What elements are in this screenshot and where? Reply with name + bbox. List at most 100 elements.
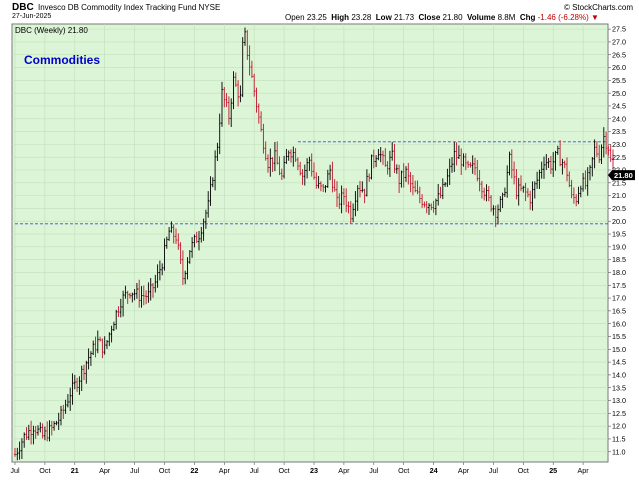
ohlc-bar	[133, 289, 136, 301]
ohlc-bar	[607, 145, 610, 156]
ohlc-bar	[94, 336, 97, 358]
ohlc-bar	[248, 45, 251, 76]
ohlc-bar	[455, 142, 458, 166]
ohlc-bar	[147, 282, 150, 303]
y-tick-label: 19.5	[612, 230, 626, 239]
ohlc-bar	[313, 162, 315, 180]
ohlc-bar	[517, 177, 520, 206]
ohlc-bar	[122, 290, 125, 317]
ohlc-bar	[96, 330, 99, 354]
ohlc-bar	[506, 165, 509, 198]
ohlc-bar	[464, 153, 467, 171]
ohlc-bar	[416, 180, 419, 195]
ohlc-bar	[149, 277, 152, 301]
ohlc-bar	[342, 188, 345, 206]
ohlc-bar	[460, 148, 463, 175]
ohlc-bar	[158, 260, 161, 281]
ohlc-bar	[446, 168, 449, 187]
ohlc-bar	[280, 168, 283, 180]
ohlc-bar	[545, 154, 548, 170]
symbol[interactable]: DBC	[12, 2, 34, 13]
ohlc-bar	[497, 204, 499, 225]
ohlc-bar	[566, 157, 568, 182]
ohlc-bar	[39, 422, 42, 433]
ohlc-bar	[352, 203, 355, 223]
ohlc-bar	[354, 191, 357, 217]
ohlc-bar	[476, 159, 479, 182]
ohlc-bar	[218, 113, 221, 155]
ohlc-bar	[115, 309, 118, 330]
ohlc-bar	[225, 93, 228, 107]
ohlc-bar	[253, 73, 256, 97]
x-axis: Jul Oct 21 Apr Jul Oct 22 Apr Jul Oct 23 Apr Jul Oct 2…	[10, 462, 589, 475]
chart-date: 27-Jun-2025	[12, 13, 52, 20]
ohlc-bar	[409, 171, 412, 193]
ohlc-bar	[494, 205, 497, 228]
y-tick-label: 22.0	[612, 166, 626, 175]
ohlc-bar	[66, 394, 69, 408]
ohlc-bar	[269, 148, 272, 177]
ohlc-bar	[204, 209, 207, 229]
ohlc-bar	[418, 186, 421, 204]
ohlc-bar	[168, 227, 171, 241]
y-tick-label: 17.0	[612, 294, 626, 303]
ohlc-bar	[53, 421, 56, 431]
ohlc-bar	[20, 438, 23, 460]
ohlc-bar	[292, 146, 295, 167]
ohlc-bar	[582, 172, 585, 192]
ohlc-bar	[377, 149, 380, 161]
ohlc-bar	[99, 336, 102, 342]
ohlc-bar	[453, 142, 456, 172]
ohlc-bar	[177, 233, 180, 250]
ohlc-bar	[165, 236, 168, 249]
exchange: NYSE	[198, 3, 221, 12]
ohlc-bar	[264, 141, 267, 161]
ohlc-bar	[554, 150, 557, 171]
ohlc-bar	[609, 144, 612, 162]
ohlc-bar	[529, 190, 532, 210]
ohlc-bar	[471, 155, 474, 174]
ohlc-bar	[586, 167, 589, 196]
brand-logo[interactable]: © StockCharts.com	[563, 3, 633, 12]
ohlc-bar	[306, 158, 309, 179]
ohlc-bar	[142, 285, 145, 306]
ohlc-bar	[227, 96, 230, 125]
ohlc-bar	[27, 424, 30, 441]
low-label: Low	[375, 13, 392, 22]
ohlc-bar	[179, 242, 182, 265]
ohlc-bar	[207, 191, 210, 218]
y-tick-label: 14.5	[612, 358, 626, 367]
ohlc-bar	[234, 72, 237, 87]
y-tick-label: 24.5	[612, 102, 626, 111]
ohlc-bar	[411, 174, 414, 196]
y-tick-label: 23.0	[612, 140, 626, 149]
ohlc-bar	[216, 142, 219, 162]
ohlc-bar	[340, 185, 343, 214]
ohlc-bar	[188, 250, 191, 264]
ohlc-bars	[14, 27, 614, 461]
ohlc-bar	[154, 274, 157, 293]
y-tick-label: 16.0	[612, 319, 626, 328]
ohlc-bar	[391, 141, 394, 161]
ohlc-bar	[214, 150, 217, 191]
ohlc-bar	[400, 170, 403, 188]
ohlc-bar	[405, 166, 407, 182]
x-tick-label: Apr	[99, 466, 111, 475]
ohlc-bar	[503, 187, 506, 197]
ohlc-bar	[23, 432, 26, 448]
ohlc-bar	[331, 161, 334, 193]
ohlc-bar	[605, 131, 608, 155]
ohlc-bar	[230, 98, 233, 128]
y-axis: 11.0 11.5 12.0 12.5 13.0 13.5 14.0 14.5 15.0 15.5…	[608, 25, 626, 456]
ohlc-bar	[425, 201, 428, 214]
chart-annotation: Commodities	[24, 53, 100, 67]
ohlc-bar	[191, 237, 194, 258]
ohlc-bar	[462, 153, 465, 167]
ohlc-bar	[333, 179, 336, 192]
ohlc-bar	[515, 169, 518, 200]
ohlc-bar	[237, 80, 240, 107]
ohlc-bar	[478, 169, 481, 192]
y-tick-label: 18.0	[612, 268, 626, 277]
ohlc-bar	[223, 86, 226, 108]
